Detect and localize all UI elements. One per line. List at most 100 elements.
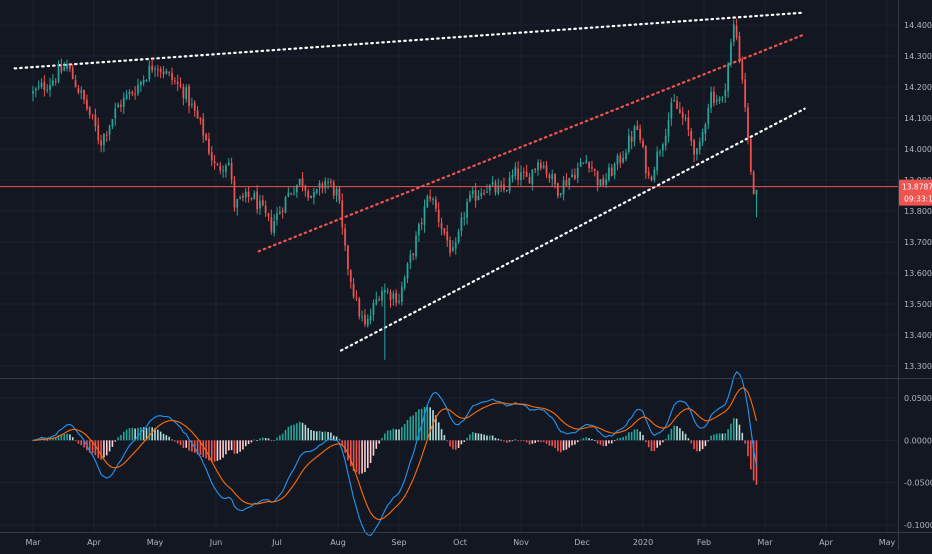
histogram-bar-positive [398, 429, 400, 441]
candle-body [557, 183, 559, 197]
histogram-bar-negative [463, 440, 466, 442]
histogram-bar-negative [557, 440, 559, 452]
histogram-bar-positive [125, 429, 128, 441]
candle-down [77, 84, 80, 95]
histogram-bar-negative [596, 440, 599, 444]
histogram-bar-negative [449, 440, 451, 447]
histogram-bar-positive [301, 422, 304, 441]
candle-body [398, 300, 400, 303]
histogram-bar-positive [335, 436, 338, 441]
candle-body [454, 242, 457, 249]
candle-body [168, 72, 171, 74]
histogram-bar-positive [54, 437, 57, 441]
candle-up [661, 142, 664, 158]
candle-up [66, 59, 68, 72]
candle-body [134, 93, 137, 95]
candle-body [534, 168, 537, 170]
histogram-bar-negative [752, 440, 755, 481]
candle-body [389, 291, 392, 301]
histogram-bar-positive [307, 427, 310, 441]
histogram-bar-negative [242, 440, 244, 450]
candle-body [364, 315, 366, 325]
candle-body [179, 84, 182, 87]
candle-body [710, 92, 712, 108]
histogram-bar-positive [128, 428, 131, 441]
candle-body [287, 192, 290, 197]
candle-up [225, 163, 227, 178]
candle-up [313, 187, 315, 205]
candle-body [707, 107, 710, 124]
histogram-bar-negative [105, 440, 108, 456]
histogram-bar-positive [43, 439, 46, 441]
histogram-bar-negative [227, 440, 230, 451]
candle-body [156, 69, 159, 71]
candle-body [605, 179, 607, 185]
candle-up [273, 214, 276, 237]
histogram-bar-negative [610, 440, 613, 444]
candle-down [679, 102, 681, 114]
candle-body [338, 189, 341, 201]
candle-down [307, 188, 310, 201]
histogram-bar-negative [534, 440, 536, 444]
histogram-bar-positive [159, 431, 162, 441]
histogram-bar-negative [103, 440, 105, 458]
candle-body [202, 118, 205, 136]
candle-down [159, 66, 162, 79]
candle-up [400, 281, 403, 306]
candle-up [145, 79, 148, 83]
candle-down [525, 164, 528, 178]
candle-up [417, 222, 420, 242]
candle-body [86, 99, 88, 109]
candle-down [301, 171, 304, 192]
candle-down [54, 78, 57, 86]
candle-body [721, 96, 724, 98]
candle-body [347, 245, 349, 269]
candle-body [159, 68, 162, 72]
histogram-bar-negative [562, 440, 565, 451]
candle-up [664, 128, 667, 151]
histogram-bar-positive [63, 434, 66, 441]
candle-body [755, 189, 758, 195]
histogram-bar-negative [352, 440, 355, 472]
histogram-bar-positive [727, 429, 729, 441]
candle-body [34, 88, 37, 91]
histogram-bar-negative [645, 440, 647, 443]
candle-down [182, 83, 185, 106]
candle-body [727, 64, 729, 92]
histogram-bar-negative [653, 440, 656, 452]
candle-down [349, 269, 352, 289]
candle-body [151, 65, 154, 71]
histogram-bar-negative [208, 440, 210, 461]
candle-body [497, 185, 500, 194]
histogram-bar-positive [310, 429, 312, 441]
histogram-bar-positive [721, 433, 724, 441]
candle-body [483, 192, 485, 194]
candle-body [693, 140, 695, 155]
candle-body [154, 68, 156, 70]
candle-body [77, 88, 80, 93]
candle-body [539, 163, 542, 169]
time-axis-tick-label: Feb [697, 538, 711, 547]
candle-body [627, 135, 630, 152]
histogram-bar-negative [108, 440, 111, 452]
histogram-bar-positive [619, 437, 622, 441]
candle-body [531, 169, 534, 185]
candle-down [449, 236, 451, 257]
candle-up [673, 93, 676, 102]
candle-body [466, 201, 468, 218]
candle-down [548, 172, 551, 183]
candle-body [574, 174, 576, 179]
candle-body [148, 65, 151, 80]
histogram-bar-positive [287, 426, 290, 441]
candle-body [619, 155, 622, 163]
candle-up [278, 206, 281, 215]
histogram-bar-positive [395, 429, 397, 441]
candle-body [616, 155, 619, 165]
histogram-bar-positive [154, 428, 156, 441]
candle-up [423, 199, 426, 233]
candle-body [591, 167, 593, 169]
histogram-bar-negative [750, 440, 752, 470]
histogram-bar-negative [659, 440, 661, 446]
candle-body [565, 179, 568, 186]
candle-up [142, 75, 145, 87]
